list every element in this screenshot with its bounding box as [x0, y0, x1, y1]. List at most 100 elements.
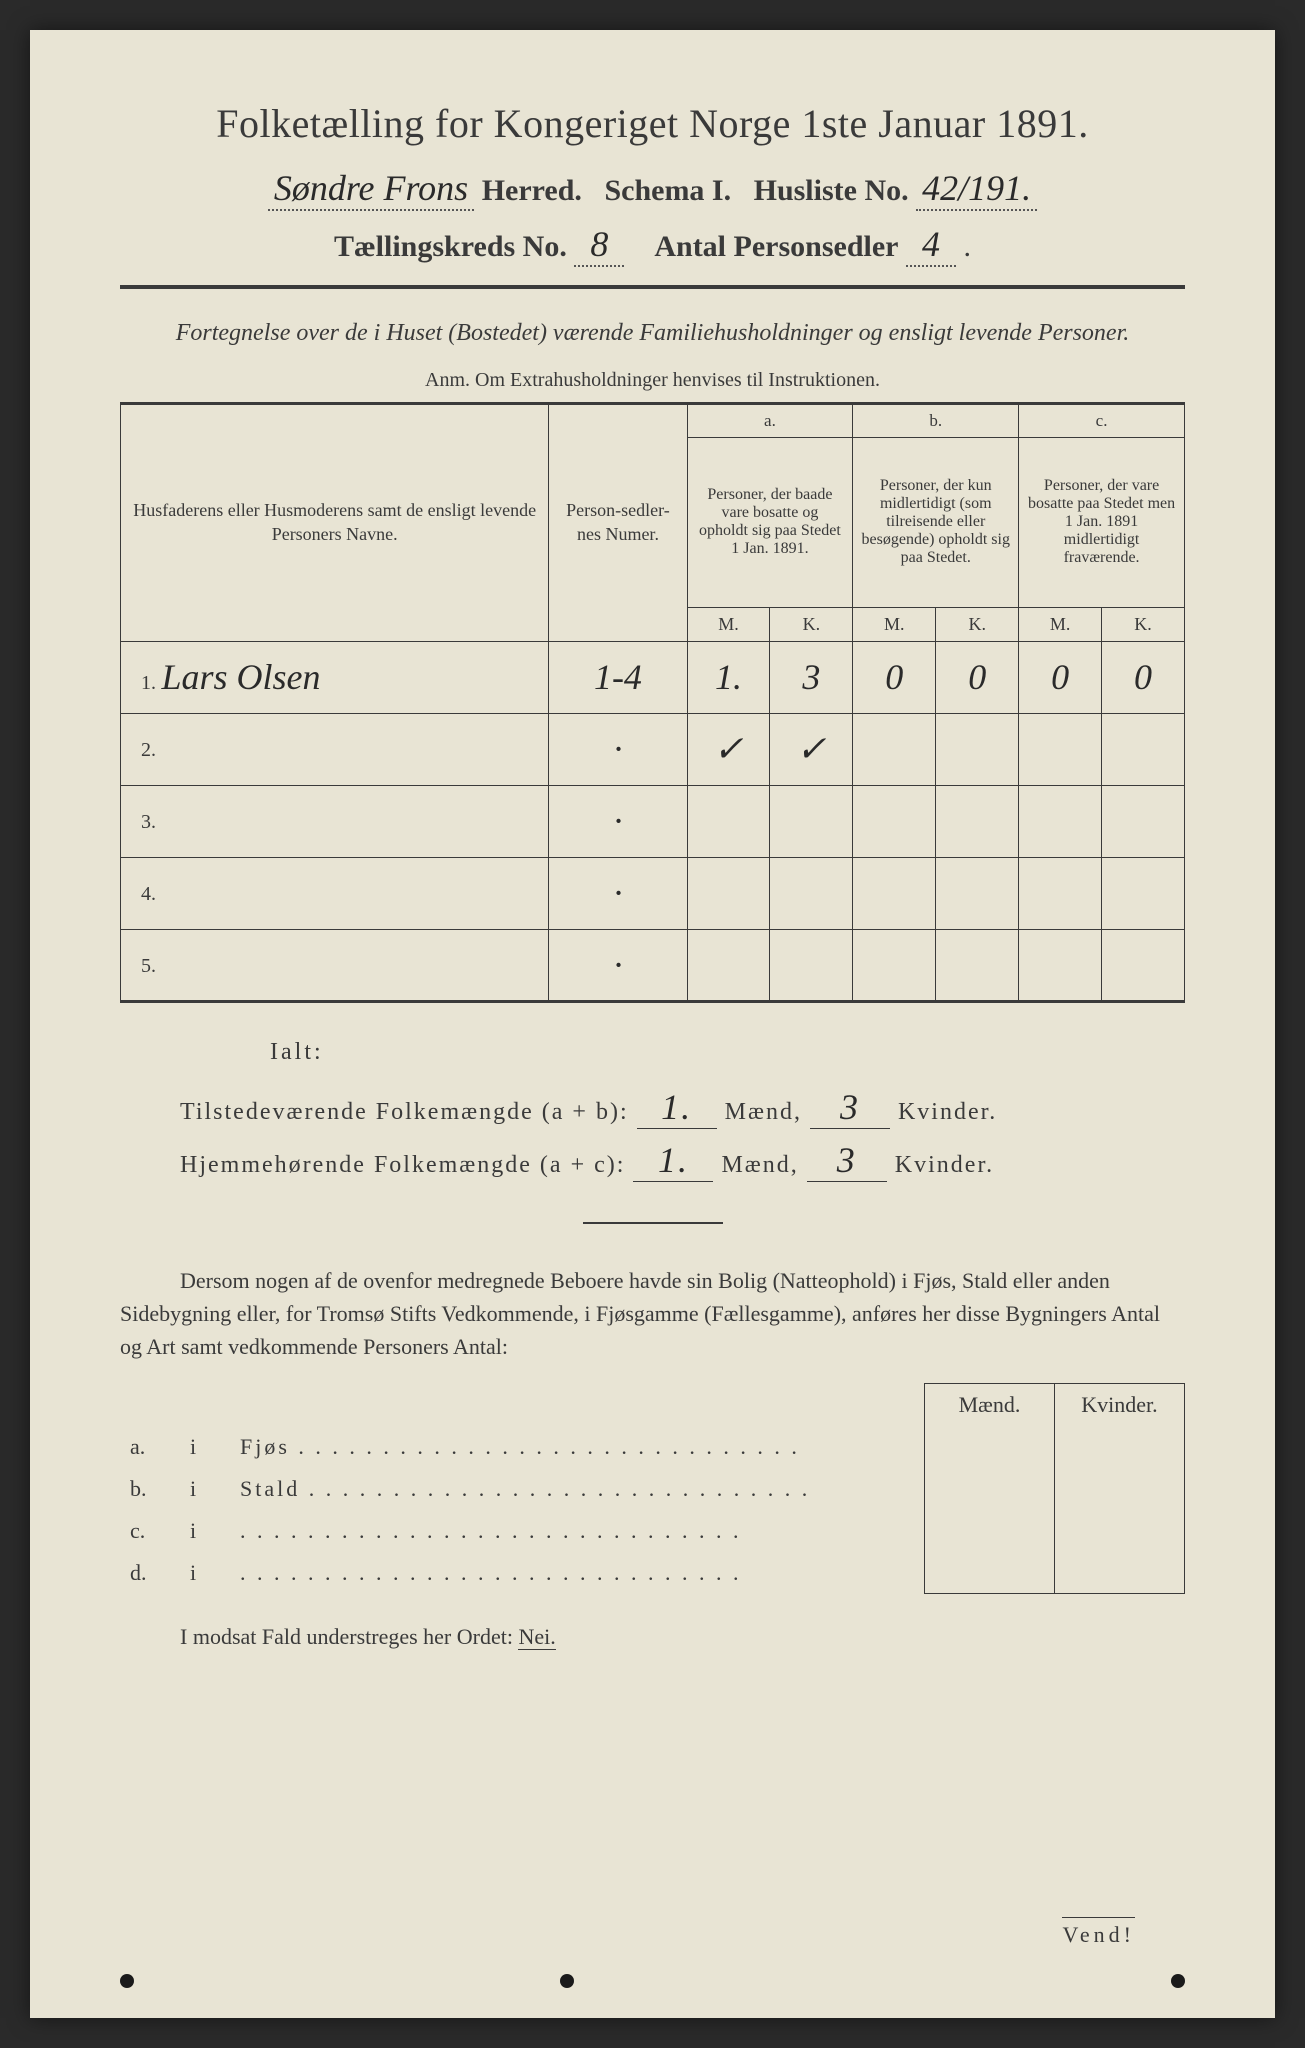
ink-blot: [120, 1974, 134, 1988]
row-ak: ✓: [770, 713, 853, 785]
sub-k: [1055, 1510, 1185, 1552]
row-ak: [770, 785, 853, 857]
sum1-mlabel: Mænd,: [725, 1099, 802, 1125]
row-cm: 0: [1019, 641, 1102, 713]
vend-label: Vend!: [1062, 1917, 1135, 1948]
sub-m: [925, 1510, 1055, 1552]
short-divider: [583, 1222, 723, 1224]
row-bm: [853, 785, 936, 857]
row-bk: 0: [936, 641, 1019, 713]
row-pnum: ·: [549, 929, 687, 1001]
table-row: 3. ·: [121, 785, 1185, 857]
sum2-m: 1.: [633, 1139, 713, 1182]
husliste-value: 42/191.: [916, 167, 1037, 211]
row-bk: [936, 929, 1019, 1001]
header-line-3: Tællingskreds No. 8 Antal Personsedler 4…: [120, 223, 1185, 267]
row-bk: [936, 857, 1019, 929]
kreds-label: Tællingskreds No.: [334, 230, 567, 263]
group-a-text: Personer, der baade vare bosatte og opho…: [687, 437, 853, 607]
sub-table-row: d.i . . . . . . . . . . . . . . . . . . …: [120, 1552, 1185, 1594]
row-pnum: ·: [549, 713, 687, 785]
header-line-2: Søndre Frons Herred. Schema I. Husliste …: [120, 167, 1185, 211]
sum-line-1: Tilstedeværende Folkemængde (a + b): 1. …: [180, 1086, 1185, 1129]
sub-m: [925, 1426, 1055, 1468]
sub-i: i: [180, 1552, 230, 1594]
schema-label: Schema I.: [604, 174, 731, 207]
sub-a: b.: [120, 1468, 180, 1510]
group-c-label: c.: [1019, 403, 1185, 437]
row-bm: [853, 713, 936, 785]
row-cm: [1019, 857, 1102, 929]
sum1-m: 1.: [637, 1086, 717, 1129]
col-cm: M.: [1019, 607, 1102, 641]
sub-m: [925, 1552, 1055, 1594]
sub-a: d.: [120, 1552, 180, 1594]
ink-blot: [560, 1974, 574, 1988]
row-am: ✓: [687, 713, 770, 785]
row-name-cell: 4.: [121, 857, 549, 929]
col-pnum: Person-sedler-nes Numer.: [549, 403, 687, 641]
main-table: Husfaderens eller Husmoderens samt de en…: [120, 402, 1185, 1003]
anm-note: Anm. Om Extrahusholdninger henvises til …: [120, 369, 1185, 392]
col-bm: M.: [853, 607, 936, 641]
row-ak: [770, 929, 853, 1001]
group-c-text: Personer, der vare bosatte paa Stedet me…: [1019, 437, 1185, 607]
herred-value: Søndre Frons: [268, 167, 474, 211]
final-nei: Nei.: [518, 1624, 555, 1650]
husliste-label: Husliste No.: [754, 174, 909, 207]
sub-a: c.: [120, 1510, 180, 1552]
row-bk: [936, 785, 1019, 857]
paragraph: Dersom nogen af de ovenfor medregnede Be…: [120, 1264, 1185, 1363]
personsedler-label: Antal Personsedler: [654, 230, 898, 263]
row-ck: 0: [1102, 641, 1185, 713]
row-bm: [853, 857, 936, 929]
sub-table: Mænd. Kvinder. a.iFjøs . . . . . . . . .…: [120, 1383, 1185, 1595]
sub-h-k: Kvinder.: [1055, 1383, 1185, 1426]
row-name-cell: 1. Lars Olsen: [121, 641, 549, 713]
group-b-label: b.: [853, 403, 1019, 437]
page-title: Folketælling for Kongeriget Norge 1ste J…: [120, 100, 1185, 147]
table-row: 2. ·✓✓: [121, 713, 1185, 785]
sum1-k: 3: [810, 1086, 890, 1129]
col-am: M.: [687, 607, 770, 641]
sub-a: a.: [120, 1426, 180, 1468]
group-a-label: a.: [687, 403, 853, 437]
row-ck: [1102, 785, 1185, 857]
table-row: 1. Lars Olsen1-41.30000: [121, 641, 1185, 713]
sub-label: Fjøs . . . . . . . . . . . . . . . . . .…: [230, 1426, 925, 1468]
final-text: I modsat Fald understreges her Ordet:: [180, 1624, 513, 1649]
row-am: [687, 785, 770, 857]
row-pnum: ·: [549, 785, 687, 857]
col-ck: K.: [1102, 607, 1185, 641]
table-row: 4. ·: [121, 857, 1185, 929]
row-name-cell: 5.: [121, 929, 549, 1001]
final-line: I modsat Fald understreges her Ordet: Ne…: [120, 1624, 1185, 1650]
ialt-label: Ialt:: [270, 1039, 1185, 1066]
divider: [120, 285, 1185, 289]
row-bk: [936, 713, 1019, 785]
row-cm: [1019, 929, 1102, 1001]
sub-label: . . . . . . . . . . . . . . . . . . . . …: [230, 1552, 925, 1594]
row-pnum: 1-4: [549, 641, 687, 713]
sum2-klabel: Kvinder.: [895, 1152, 994, 1178]
herred-label: Herred.: [482, 174, 582, 207]
row-am: [687, 857, 770, 929]
col-names: Husfaderens eller Husmoderens samt de en…: [121, 403, 549, 641]
sub-i: i: [180, 1426, 230, 1468]
sub-k: [1055, 1426, 1185, 1468]
table-row: 5. ·: [121, 929, 1185, 1001]
kreds-value: 8: [574, 223, 624, 267]
row-name-cell: 3.: [121, 785, 549, 857]
sum1-klabel: Kvinder.: [898, 1099, 997, 1125]
ink-blot: [1171, 1974, 1185, 1988]
sum2-mlabel: Mænd,: [721, 1152, 798, 1178]
sum2-k: 3: [807, 1139, 887, 1182]
row-ak: 3: [770, 641, 853, 713]
row-am: [687, 929, 770, 1001]
sub-h-m: Mænd.: [925, 1383, 1055, 1426]
sub-k: [1055, 1468, 1185, 1510]
col-bk: K.: [936, 607, 1019, 641]
row-am: 1.: [687, 641, 770, 713]
sub-label: Stald . . . . . . . . . . . . . . . . . …: [230, 1468, 925, 1510]
row-cm: [1019, 713, 1102, 785]
